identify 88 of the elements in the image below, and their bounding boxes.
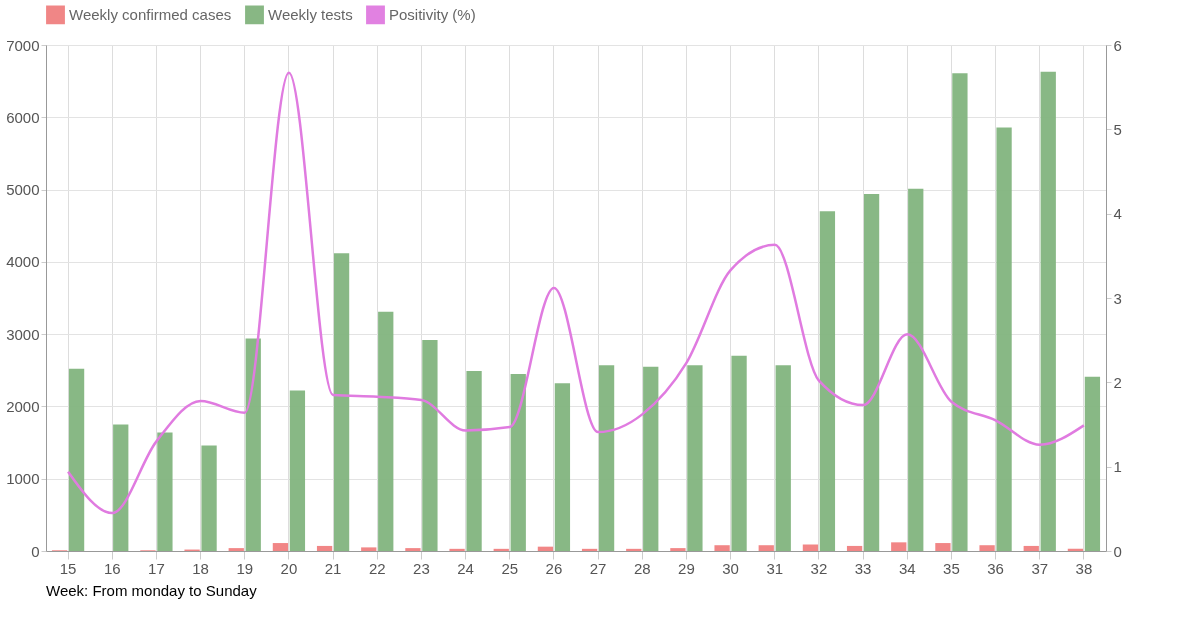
x-tick-label: 21 [324,559,342,577]
bar [1040,71,1056,551]
bar [316,545,333,551]
bar [996,127,1012,551]
text: Week: From monday to Sunday [46,582,258,599]
x-tick-label: 29 [678,559,695,577]
bar [466,371,482,551]
bar [863,193,880,551]
bar [361,547,377,551]
x-tick-label: 32 [810,559,828,577]
x-tick-label: 37 [1031,559,1049,577]
bar [157,432,173,551]
x-tick-label: 26 [545,559,563,577]
y-tick-label: 5000 [6,181,40,199]
bar [643,366,659,551]
bar [670,548,686,551]
y2-tick-label: 1 [1113,458,1122,476]
x-tick-label: 38 [1075,559,1093,577]
x-tick-label: 24 [457,559,474,577]
bar [846,545,863,551]
y2-tick-label: 0 [1113,542,1122,560]
bar [1084,376,1101,551]
x-tick-label: 17 [148,559,165,577]
bar [731,355,747,551]
x-tick-label: 18 [192,559,209,577]
x-tick-label: 23 [413,559,430,577]
y-tick-label: 0 [31,542,40,560]
bar [68,368,85,551]
bar [581,548,598,551]
bar [598,365,615,551]
bar [510,373,526,551]
legend-label: Weekly confirmed cases [69,5,232,23]
bar [554,383,571,551]
bar [449,548,465,551]
y2-tick-label: 2 [1113,373,1122,391]
bar [687,365,703,551]
bar [289,390,306,551]
bar [333,253,350,551]
y-tick-label: 4000 [6,253,40,271]
bar [952,73,968,551]
x-tick-label: 22 [368,559,386,577]
x-tick-label: 33 [854,559,872,577]
bar [245,338,261,551]
legend-label: Positivity (%) [389,5,476,23]
bar [714,545,730,551]
bar [979,545,995,551]
y2-tick-label: 3 [1113,289,1122,307]
line-series [66,71,1086,515]
bar [493,548,509,551]
y-tick-label: 7000 [6,36,40,54]
bar [891,542,907,551]
bar [113,424,129,551]
x-tick-label: 15 [59,559,77,577]
bar [1023,545,1039,551]
x-tick-label: 30 [722,559,739,577]
bar [422,339,438,551]
x-tick-label: 25 [501,559,519,577]
bar [802,544,819,551]
bar [537,546,554,551]
legend-label: Weekly tests [268,5,353,23]
bar [626,548,642,551]
x-tick-label: 35 [943,559,960,577]
bar [819,211,836,551]
bar [1067,548,1084,551]
bar [758,545,774,551]
bar [405,548,421,551]
y2-tick-label: 5 [1113,120,1122,138]
y-tick-label: 6000 [6,108,40,126]
x-tick-label: 36 [987,559,1004,577]
bar [272,543,289,551]
y-tick-label: 2000 [6,397,40,415]
x-tick-label: 31 [766,559,784,577]
bar [201,445,217,551]
y-tick-label: 1000 [6,470,40,488]
bar [908,188,924,551]
y2-tick-label: 4 [1113,205,1122,223]
bar [775,365,791,551]
x-tick-label: 28 [633,559,651,577]
bar [935,543,951,551]
bar [378,311,394,551]
bar [228,548,244,551]
x-tick-label: 34 [898,559,916,577]
y-tick-label: 3000 [6,325,40,343]
x-tick-label: 19 [236,559,254,577]
x-tick-label: 16 [103,559,121,577]
x-tick-label: 20 [280,559,298,577]
x-tick-label: 27 [589,559,607,577]
y2-tick-label: 6 [1113,36,1122,54]
